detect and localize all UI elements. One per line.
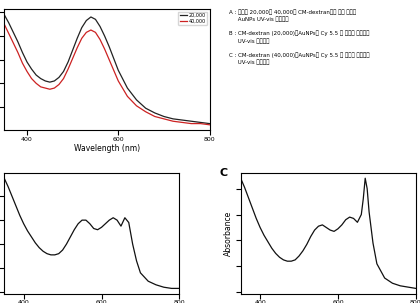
40,000 bbox=[180, 121, 185, 124]
40,000 bbox=[88, 28, 93, 32]
40,000 bbox=[20, 61, 25, 65]
20,000 bbox=[56, 75, 61, 79]
20,000 bbox=[97, 25, 102, 28]
40,000 bbox=[93, 31, 98, 34]
20,000 bbox=[143, 106, 148, 110]
20,000 bbox=[152, 111, 158, 115]
20,000 bbox=[24, 60, 29, 64]
40,000 bbox=[189, 122, 194, 125]
40,000 bbox=[161, 117, 166, 121]
20,000 bbox=[43, 79, 48, 83]
40,000 bbox=[56, 83, 61, 86]
20,000 bbox=[180, 118, 185, 122]
40,000 bbox=[79, 36, 84, 40]
20,000 bbox=[20, 51, 25, 54]
40,000 bbox=[97, 38, 102, 41]
40,000 bbox=[43, 86, 48, 90]
20,000 bbox=[11, 31, 16, 34]
20,000 bbox=[88, 15, 93, 19]
40,000 bbox=[171, 119, 176, 123]
20,000 bbox=[125, 86, 130, 90]
20,000 bbox=[38, 77, 43, 80]
40,000 bbox=[125, 95, 130, 98]
40,000 bbox=[52, 86, 57, 90]
40,000 bbox=[116, 79, 121, 83]
20,000 bbox=[116, 68, 121, 72]
20,000 bbox=[84, 19, 89, 22]
20,000 bbox=[52, 79, 57, 83]
40,000 bbox=[152, 115, 158, 118]
20,000 bbox=[66, 60, 71, 64]
40,000 bbox=[61, 77, 66, 80]
40,000 bbox=[84, 31, 89, 34]
20,000 bbox=[79, 26, 84, 29]
20,000 bbox=[70, 48, 75, 52]
20,000 bbox=[207, 122, 212, 125]
20,000 bbox=[34, 73, 39, 77]
Line: 20,000: 20,000 bbox=[4, 15, 210, 124]
20,000 bbox=[29, 67, 34, 71]
20,000 bbox=[134, 98, 139, 102]
Y-axis label: Absorbance: Absorbance bbox=[224, 211, 233, 256]
20,000 bbox=[6, 21, 11, 25]
Legend: 20,000, 40,000: 20,000, 40,000 bbox=[178, 12, 207, 25]
40,000 bbox=[75, 46, 80, 50]
20,000 bbox=[2, 13, 7, 16]
40,000 bbox=[134, 104, 139, 108]
20,000 bbox=[189, 119, 194, 123]
20,000 bbox=[161, 115, 166, 118]
40,000 bbox=[2, 22, 7, 26]
20,000 bbox=[93, 18, 98, 21]
40,000 bbox=[11, 41, 16, 45]
40,000 bbox=[143, 110, 148, 114]
40,000 bbox=[6, 32, 11, 35]
40,000 bbox=[66, 67, 71, 71]
40,000 bbox=[16, 51, 21, 54]
20,000 bbox=[61, 70, 66, 73]
20,000 bbox=[47, 80, 52, 84]
X-axis label: Wavelength (nm): Wavelength (nm) bbox=[74, 144, 140, 153]
40,000 bbox=[38, 85, 43, 89]
20,000 bbox=[198, 121, 203, 124]
20,000 bbox=[107, 45, 112, 48]
Text: A : 분자량 20,000과 40,000의 CM-dextran으로 표면 처리된
     AuNPs UV-vis 스펙트럼

B : CM-dextr: A : 분자량 20,000과 40,000의 CM-dextran으로 표면 … bbox=[229, 9, 370, 65]
40,000 bbox=[111, 68, 116, 72]
40,000 bbox=[207, 123, 212, 127]
40,000 bbox=[70, 57, 75, 60]
Line: 40,000: 40,000 bbox=[4, 24, 210, 125]
40,000 bbox=[47, 88, 52, 91]
Text: C: C bbox=[220, 168, 228, 178]
20,000 bbox=[102, 34, 107, 38]
40,000 bbox=[29, 77, 34, 80]
20,000 bbox=[111, 57, 116, 60]
40,000 bbox=[107, 58, 112, 62]
40,000 bbox=[102, 47, 107, 51]
40,000 bbox=[198, 122, 203, 125]
40,000 bbox=[24, 70, 29, 73]
40,000 bbox=[34, 82, 39, 85]
20,000 bbox=[75, 36, 80, 40]
20,000 bbox=[171, 117, 176, 121]
20,000 bbox=[16, 40, 21, 44]
